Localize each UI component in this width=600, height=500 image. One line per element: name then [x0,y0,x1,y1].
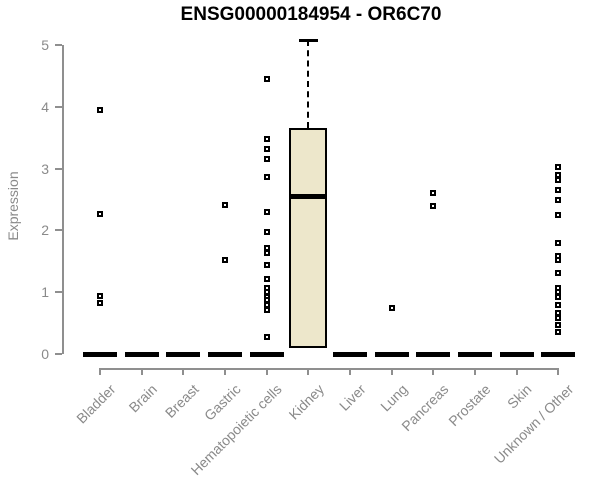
outlier-point [555,302,562,309]
outlier-point [430,203,437,210]
outlier-point [388,304,395,311]
outlier-point [263,146,270,153]
outlier-point [97,210,103,217]
x-tick [99,368,101,375]
x-tick [224,368,226,375]
outlier-point [555,293,562,300]
y-tick [55,44,62,46]
whisker-cap [298,39,318,43]
x-tick [474,368,477,375]
outlier-point [555,240,562,247]
outlier-point [263,174,270,181]
outlier-point [555,163,562,170]
zero-bar [124,351,159,357]
outlier-point [97,292,103,299]
y-tick-label: 0 [41,346,49,362]
median-line [291,193,326,199]
zero-bar [83,351,117,357]
x-tick [349,368,352,375]
y-tick-label: 1 [41,284,49,301]
box [289,128,328,348]
outlier-point [555,270,562,277]
outlier-point [263,155,270,162]
outlier-point [263,262,270,268]
chart-title: ENSG00000184954 - OR6C70 [180,4,442,25]
outlier-point [555,187,562,194]
whisker [307,40,310,129]
x-tick [182,368,185,375]
outlier-point [263,307,270,314]
zero-bar [249,351,284,357]
y-tick [55,291,62,294]
category-label: Breast [161,381,202,421]
outlier-point [263,333,270,340]
zero-bar [541,351,576,357]
category-label: Kidney [285,381,327,423]
x-tick [557,368,560,375]
y-tick [55,105,62,108]
outlier-point [97,299,103,306]
outlier-point [430,189,437,196]
zero-bar [208,351,242,357]
zero-bar [374,351,409,357]
category-label: Unknown / Other [491,381,577,467]
y-tick [55,167,62,170]
y-axis-line [62,45,64,354]
outlier-point [555,171,562,178]
outlier-point [555,177,562,184]
x-tick [265,368,268,375]
y-tick-label: 3 [41,160,49,177]
x-tick [515,368,518,375]
category-label: Lung [376,381,411,415]
outlier-point [222,202,228,209]
zero-bar [333,351,368,357]
outlier-point [555,197,562,204]
y-tick-label: 4 [41,98,49,115]
x-axis-line [99,368,560,370]
outlier-point [263,208,270,215]
outlier-point [555,321,562,328]
outlier-point [263,135,270,142]
outlier-point [555,257,562,264]
outlier-point [263,250,270,257]
y-tick-label: 5 [41,37,49,53]
outlier-point [555,328,562,335]
category-label: Brain [125,381,160,416]
zero-bar [499,351,534,357]
outlier-point [97,106,103,113]
category-label: Bladder [72,381,119,427]
x-tick [140,368,143,375]
outlier-point [555,211,562,218]
outlier-point [263,275,270,282]
outlier-point [263,229,270,236]
zero-bar [458,351,493,357]
x-tick [390,368,393,375]
zero-bar [166,351,201,357]
category-label: Liver [335,381,369,414]
y-tick-label: 2 [41,222,49,239]
outlier-point [222,257,228,264]
category-label: Skin [504,381,536,412]
y-tick [55,353,62,355]
x-tick [307,368,310,375]
outlier-point [555,315,562,322]
y-tick [55,229,62,232]
outlier-point [263,75,270,82]
zero-bar [416,351,451,357]
x-tick [432,368,435,375]
category-label: Prostate [445,381,494,430]
